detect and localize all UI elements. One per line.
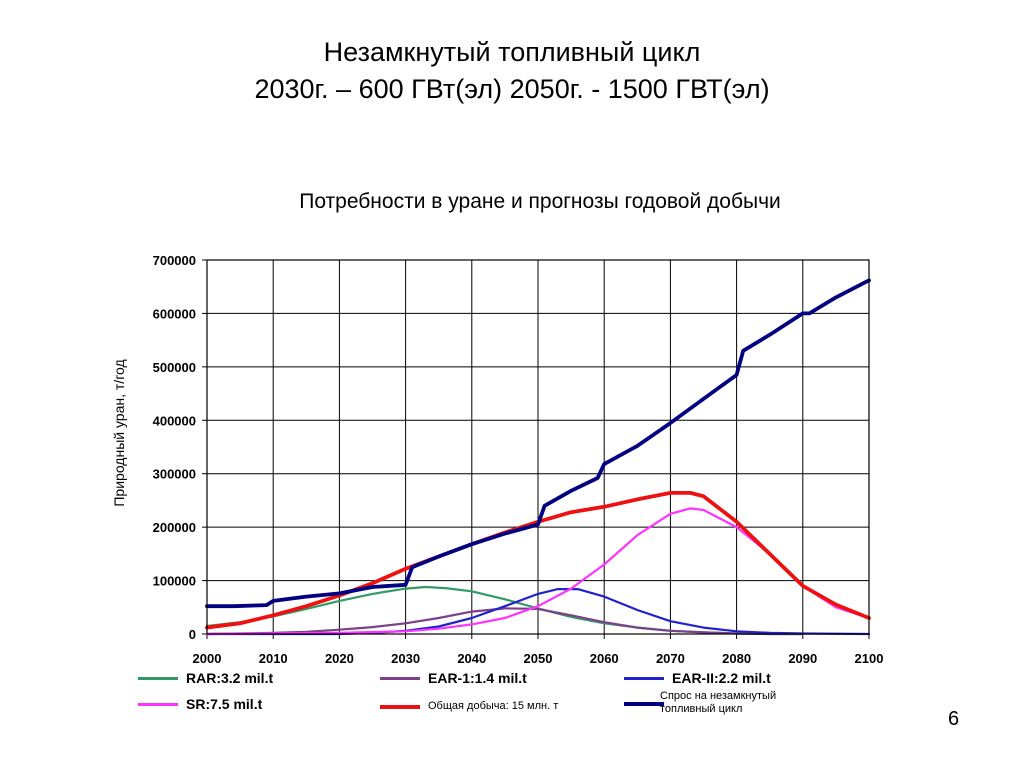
x-tick-label-10: 2100 [855,651,884,666]
legend-label-3: SR:7.5 mil.t [186,696,263,712]
plot-frame [206,259,870,635]
legend-label-0: RAR:3.2 mil.t [186,670,274,686]
series-line-1 [205,607,804,636]
x-tick-labels: 2000 2010 2020 2030 2040 2050 2060 2070 2080 2090… [193,651,884,666]
legend-swatch-0 [138,677,178,680]
x-tick-label-3: 2030 [391,651,420,666]
chart-grid [202,259,870,639]
chart-title: Потребности в уране и прогнозы годовой д… [299,190,781,213]
slide-title-line1: Незамкнутый топливный цикл [323,37,701,67]
series-line-5 [205,278,871,609]
x-tick-label-1: 2010 [259,651,288,666]
legend-swatch-5 [624,702,664,706]
x-tick-label-6: 2060 [590,651,619,666]
legend-swatch-3 [138,703,178,706]
x-tick-label-9: 2090 [788,651,817,666]
y-axis-label: Природный уран, т/год [111,359,127,506]
y-tick-label-5: 500000 [153,360,196,375]
y-tick-label-7: 700000 [153,253,196,268]
y-tick-labels: 0 100000 200000 300000 400000 500000 600000 700… [153,253,196,642]
page-number: 6 [948,708,960,730]
chart-series [205,278,871,636]
slide-title-line2: 2030г. – 600 ГВт(эл) 2050г. - 1500 ГВТ(э… [254,74,770,104]
y-tick-label-1: 100000 [153,574,196,589]
y-tick-label-4: 400000 [153,413,196,428]
legend-swatch-2 [624,677,664,680]
x-tick-label-5: 2050 [524,651,553,666]
y-tick-label-0: 0 [189,627,196,642]
x-tick-label-2: 2020 [325,651,354,666]
y-tick-label-2: 200000 [153,520,196,535]
x-tick-label-7: 2070 [656,651,685,666]
legend-swatch-1 [380,677,420,680]
x-tick-label-0: 2000 [193,651,222,666]
legend-label-4: Общая добыча: 15 млн. т [428,700,559,712]
series-line-4 [205,490,871,630]
legend-label-5: Спрос на незамкнутый топливный цикл [660,690,777,715]
x-tick-label-8: 2080 [722,651,751,666]
legend-swatch-4 [380,705,420,709]
y-tick-label-3: 300000 [153,467,196,482]
legend-label-1: EAR-1:1.4 mil.t [428,670,527,686]
x-tick-label-4: 2040 [457,651,486,666]
legend-label-2: EAR-II:2.2 mil.t [672,670,771,686]
slide-title: Незамкнутый топливный цикл 2030г. – 600 … [0,34,1024,108]
y-tick-label-6: 600000 [153,306,196,321]
